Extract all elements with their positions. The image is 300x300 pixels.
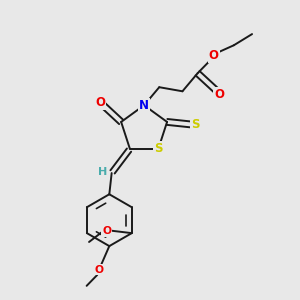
Text: N: N (139, 99, 149, 112)
Text: O: O (209, 49, 219, 62)
Text: O: O (95, 96, 106, 109)
Text: S: S (191, 118, 199, 131)
Text: S: S (154, 142, 163, 155)
Text: O: O (102, 226, 111, 236)
Text: O: O (214, 88, 224, 101)
Text: H: H (98, 167, 107, 177)
Text: O: O (94, 265, 103, 275)
